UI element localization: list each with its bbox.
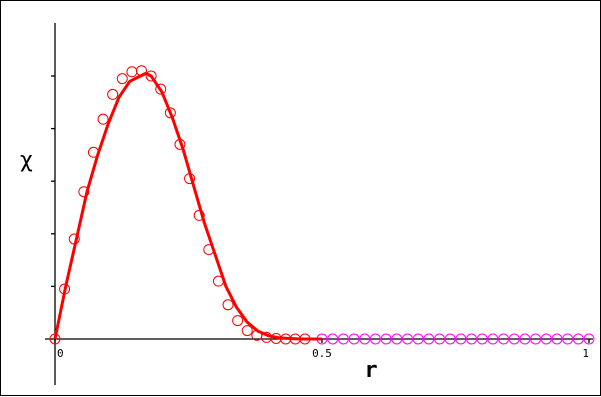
data-marker bbox=[193, 209, 205, 221]
tail-marker bbox=[327, 333, 339, 345]
tail-marker bbox=[348, 333, 360, 345]
tail-marker bbox=[401, 333, 413, 345]
tail-marker bbox=[455, 333, 467, 345]
data-marker bbox=[155, 83, 167, 95]
tail-marker bbox=[508, 333, 520, 345]
data-marker bbox=[241, 325, 253, 337]
data-marker bbox=[222, 299, 234, 311]
tail-marker bbox=[359, 333, 371, 345]
tail-marker bbox=[572, 333, 584, 345]
series-layer bbox=[49, 65, 595, 345]
tail-marker bbox=[583, 333, 595, 345]
tail-marker bbox=[476, 333, 488, 345]
tail-marker bbox=[337, 333, 349, 345]
x-tick-label: 0.5 bbox=[312, 347, 332, 360]
fit-curve bbox=[53, 71, 322, 341]
data-marker bbox=[145, 70, 157, 82]
y-ticks bbox=[51, 75, 55, 288]
tail-marker bbox=[380, 333, 392, 345]
data-marker bbox=[164, 107, 176, 119]
tail-marker bbox=[551, 333, 563, 345]
x-axis-label: r bbox=[364, 358, 377, 383]
tail-marker bbox=[391, 333, 403, 345]
x-tick-label: 1 bbox=[582, 347, 589, 360]
tail-marker bbox=[423, 333, 435, 345]
x-tick-label: 0 bbox=[57, 347, 64, 360]
tail-marker bbox=[519, 333, 531, 345]
tail-marker bbox=[562, 333, 574, 345]
tail-marker bbox=[487, 333, 499, 345]
tail-marker bbox=[433, 333, 445, 345]
data-marker bbox=[97, 113, 109, 125]
data-marker bbox=[126, 66, 138, 78]
data-marker bbox=[78, 186, 90, 198]
tail-marker bbox=[530, 333, 542, 345]
data-marker bbox=[232, 315, 244, 327]
tail-marker bbox=[540, 333, 552, 345]
tail-marker bbox=[444, 333, 456, 345]
tail-marker bbox=[412, 333, 424, 345]
x-ticks: 0 0.5 1 bbox=[54, 339, 590, 360]
y-axis-label: χ bbox=[20, 148, 33, 173]
tail-marker bbox=[369, 333, 381, 345]
tail-marker bbox=[466, 333, 478, 345]
data-marker bbox=[107, 88, 119, 100]
data-marker bbox=[116, 73, 128, 85]
tail-marker bbox=[498, 333, 510, 345]
